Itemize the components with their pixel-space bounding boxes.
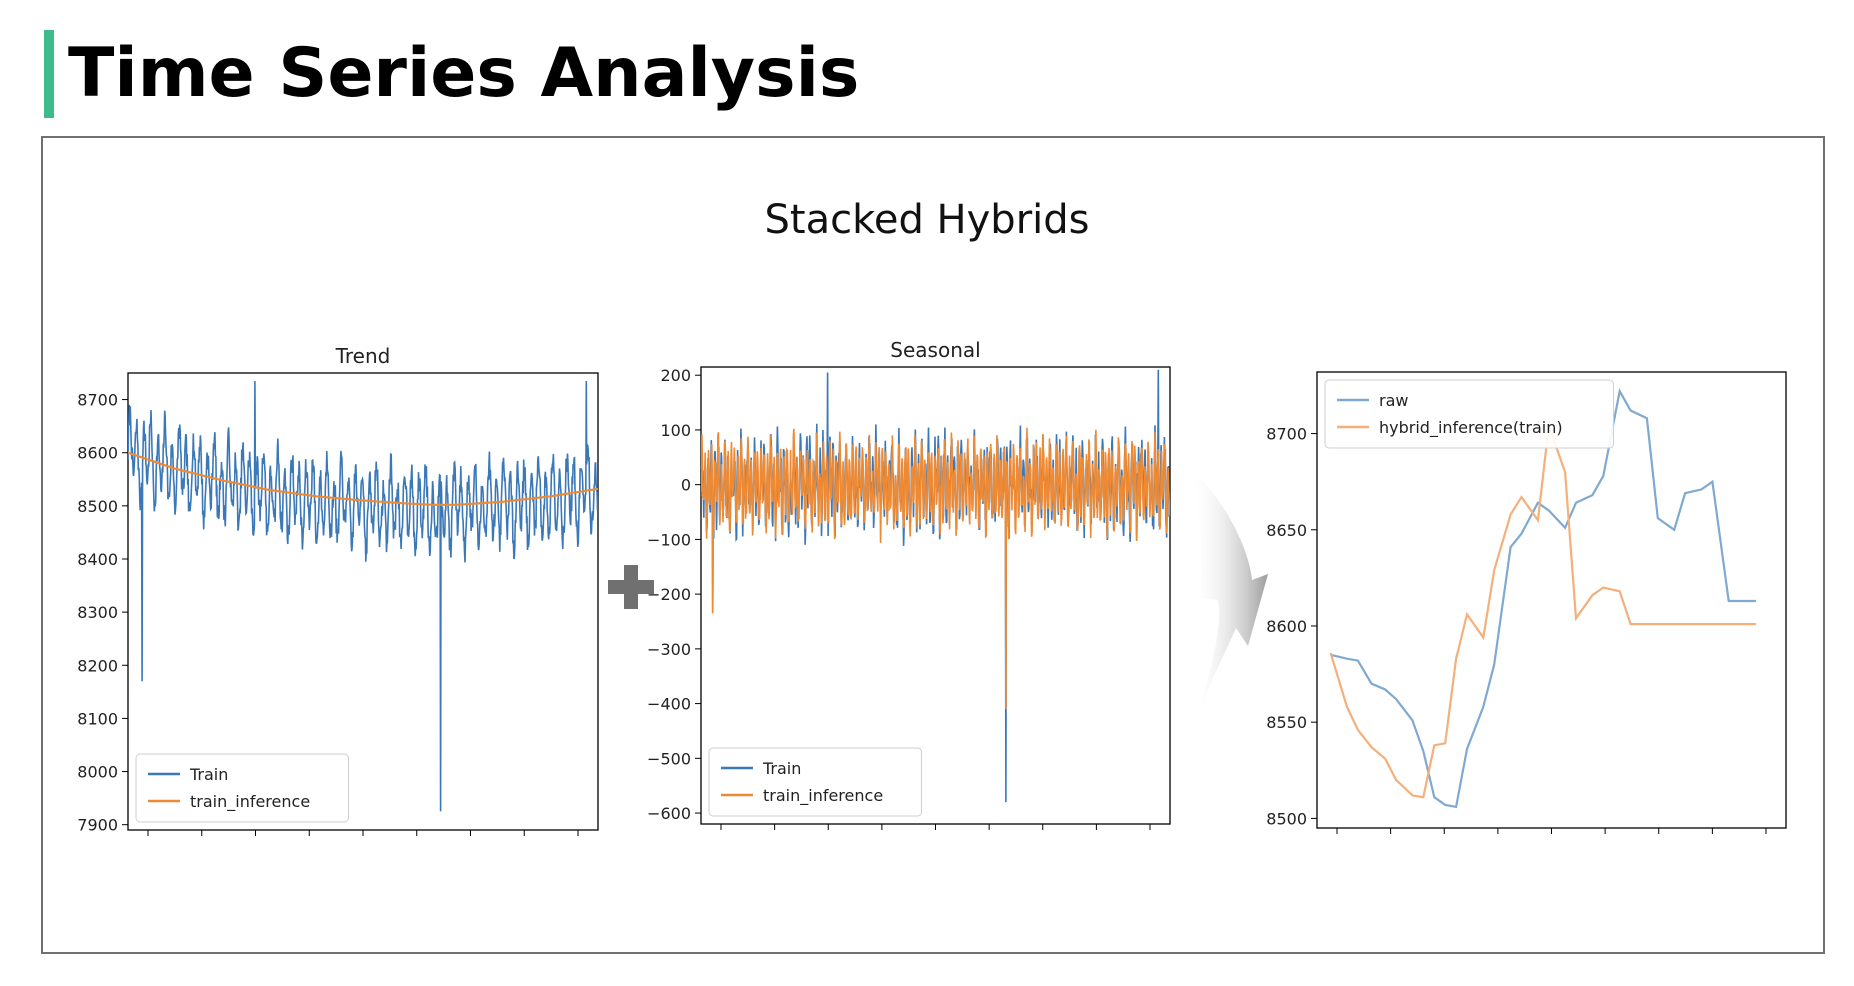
- series-line-hybrid-inference-train-: [1329, 425, 1756, 799]
- slide-subtitle: Stacked Hybrids: [764, 197, 1090, 243]
- legend: Train train_inference: [708, 747, 922, 817]
- title-accent-bar: [44, 30, 54, 118]
- y-tick-label: 8650: [1266, 521, 1307, 540]
- legend-label: hybrid_inference(train): [1379, 418, 1563, 438]
- slide-frame: [41, 136, 1825, 954]
- y-tick-label: −300: [647, 640, 691, 659]
- y-tick-label: 8400: [77, 550, 118, 569]
- arrow-right-icon: [1190, 468, 1268, 740]
- y-tick-label: 8300: [77, 603, 118, 622]
- legend: Train train_inference: [135, 753, 349, 823]
- y-tick-label: 8200: [77, 656, 118, 675]
- series-line-train-inference: [128, 451, 598, 506]
- y-tick-label: −400: [647, 695, 691, 714]
- chart-title: Seasonal: [890, 338, 980, 362]
- y-tick-label: 8500: [1266, 809, 1307, 828]
- page-title: Time Series Analysis: [68, 34, 860, 113]
- y-tick-label: 0: [681, 476, 691, 495]
- y-tick-label: 7900: [77, 816, 118, 835]
- legend: raw hybrid_inference(train): [1324, 379, 1614, 449]
- y-tick-label: −200: [647, 585, 691, 604]
- legend-label: raw: [1379, 391, 1408, 410]
- chart-2: 8500 8550 8600 8650 8700 raw hybrid_inference(…: [1266, 371, 1787, 834]
- y-tick-label: −600: [647, 804, 691, 823]
- y-tick-label: −500: [647, 749, 691, 768]
- y-tick-label: 8550: [1266, 713, 1307, 732]
- legend-label: train_inference: [190, 792, 310, 812]
- y-tick-label: 8700: [77, 391, 118, 410]
- chart-0: 7900 8000 8100 8200 8300 8400 8500 8600 8700 Tren…: [77, 344, 599, 836]
- legend-label: train_inference: [763, 786, 883, 806]
- y-tick-label: 8700: [1266, 425, 1307, 444]
- y-tick-label: −100: [647, 530, 691, 549]
- y-tick-label: 8000: [77, 763, 118, 782]
- y-tick-label: 8600: [77, 444, 118, 463]
- series-line-raw: [1330, 388, 1756, 809]
- legend-label: Train: [762, 759, 801, 778]
- y-tick-label: 200: [660, 366, 691, 385]
- series-line-train-inference: [701, 427, 1170, 710]
- y-tick-label: 8100: [77, 709, 118, 728]
- plus-icon: [608, 565, 654, 609]
- y-tick-label: 8500: [77, 497, 118, 516]
- chart-title: Trend: [335, 344, 391, 368]
- y-tick-label: 100: [660, 421, 691, 440]
- legend-label: Train: [189, 765, 228, 784]
- y-tick-label: 8600: [1266, 617, 1307, 636]
- chart-1: −600 −500 −400 −300 −200 −100 0 100 200 Seasonal T…: [647, 338, 1171, 830]
